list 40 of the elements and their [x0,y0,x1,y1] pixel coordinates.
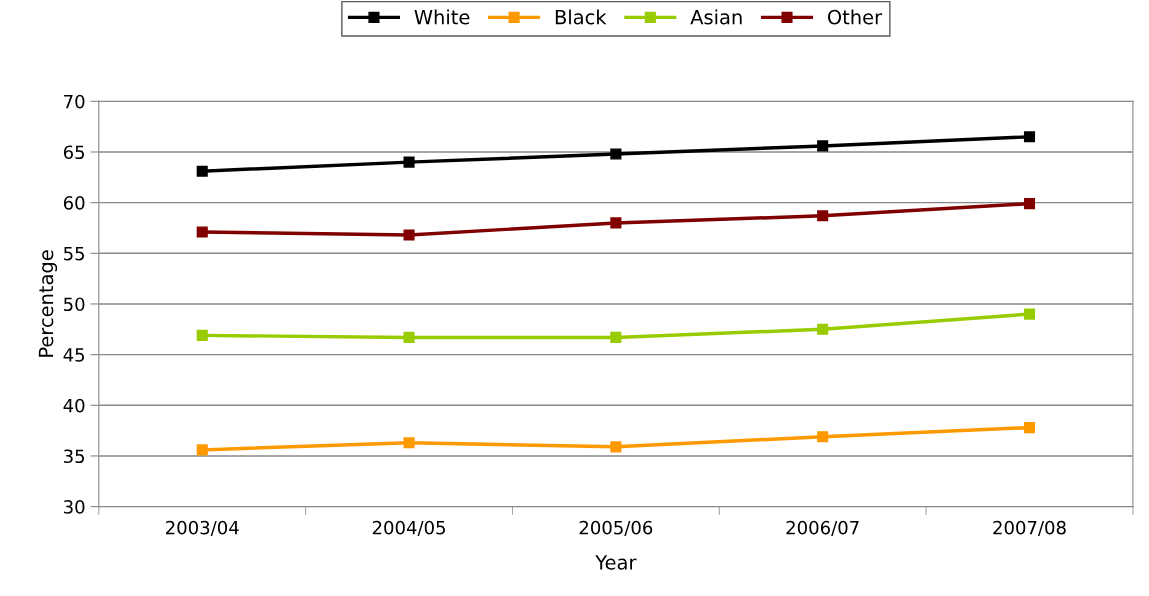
point [610,148,622,160]
point [403,437,415,449]
y-tick-label: 40 [63,398,85,413]
legend-label: Asian [690,9,742,25]
y-tick-label: 55 [64,247,85,261]
point [817,323,829,335]
point [817,140,829,152]
point [196,329,208,341]
point [196,444,208,456]
x-tick-label: 2006/07 [786,520,859,536]
point [403,156,415,168]
point [817,431,829,443]
y-tick-label: 35 [64,449,85,464]
y-tick-label: 70 [64,94,85,109]
x-tick-label: 2004/05 [372,520,445,536]
y-tick-label: 65 [63,145,85,160]
point [1023,308,1036,320]
legend-label: Black [555,9,607,25]
point [1023,131,1036,143]
point [610,331,622,343]
point [196,226,208,238]
point [403,331,415,343]
x-tick-label: 2003/04 [166,520,239,536]
point [610,441,622,453]
y-tick-label: 60 [63,196,85,210]
legend-label: Other [827,9,883,25]
point [1023,422,1036,434]
y-tick-label: 45 [63,348,85,362]
x-axis-title: Year [595,555,637,570]
y-tick-label: 50 [64,297,85,312]
point [403,229,415,241]
y-axis-title: Percentage [38,250,58,357]
x-tick-label: 2007/08 [993,520,1066,536]
legend-label: White [414,9,470,25]
point [1023,198,1036,210]
y-tick-label: 30 [64,500,85,514]
point [817,210,829,222]
point [196,165,208,177]
point [610,217,622,229]
x-tick-label: 2005/06 [579,520,653,536]
